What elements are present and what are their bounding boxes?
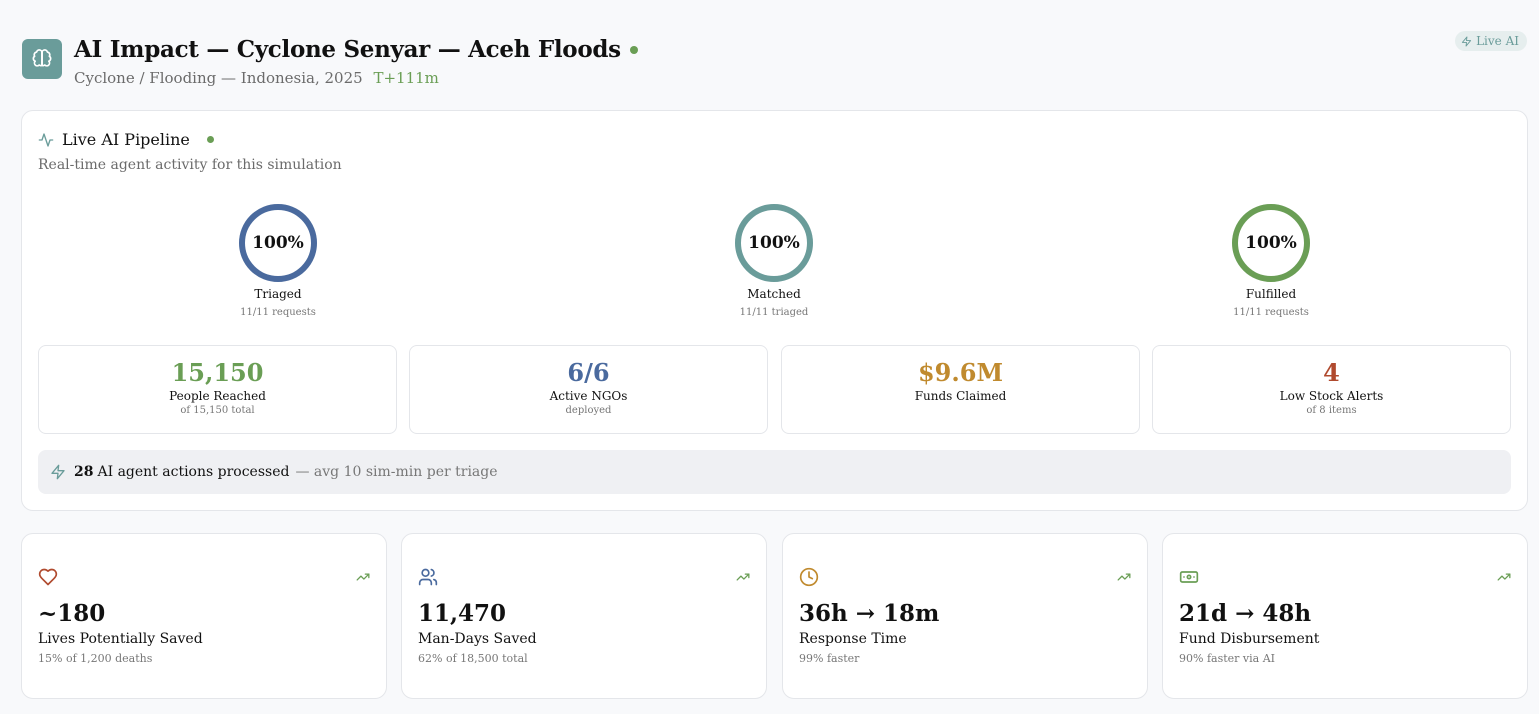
- gauge-fulfilled-sub: 11/11 requests: [1233, 307, 1309, 318]
- live-ai-badge: Live AI: [1455, 31, 1527, 51]
- disaster-descriptor: Cyclone / Flooding — Indonesia, 2025: [74, 69, 363, 87]
- gauge-triaged-sub: 11/11 requests: [240, 307, 316, 318]
- impact-response-label: Response Time: [799, 631, 907, 647]
- impact-lives-value: ~180: [38, 600, 106, 627]
- activity-icon: [38, 132, 54, 147]
- impact-man-days-label: Man-Days Saved: [418, 631, 537, 647]
- clock-icon: [799, 567, 819, 587]
- gauge-fulfilled-label: Fulfilled: [1245, 287, 1297, 301]
- stat-active-ngos: 6/6 Active NGOs deployed: [409, 345, 768, 434]
- stat-funds-claimed-value: $9.6M: [917, 358, 1004, 387]
- heart-icon: [38, 568, 58, 586]
- impact-card-response-time: 36h → 18m Response Time 99% faster: [782, 533, 1148, 699]
- impact-fund-sub: 90% faster via AI: [1179, 652, 1275, 665]
- gauge-fulfilled-percent: 100%: [1245, 233, 1297, 253]
- stat-funds-claimed-label: Funds Claimed: [914, 389, 1007, 403]
- impact-card-lives-saved: ~180 Lives Potentially Saved 15% of 1,20…: [21, 533, 387, 699]
- stat-active-ngos-label: Active NGOs: [549, 389, 628, 403]
- trending-up-icon: [1117, 573, 1131, 581]
- stat-people-reached: 15,150 People Reached of 15,150 total: [38, 345, 397, 434]
- page-header: AI Impact — Cyclone Senyar — Aceh Floods…: [22, 31, 1527, 92]
- stat-people-reached-label: People Reached: [169, 389, 266, 403]
- trending-up-icon: [356, 573, 370, 581]
- stat-low-stock-alerts-value: 4: [1323, 358, 1340, 387]
- gauge-fulfilled: 100% Fulfilled 11/11 requests: [1211, 203, 1331, 318]
- ai-actions-avg: — avg 10 sim-min per triage: [295, 464, 498, 480]
- gauge-fulfilled-arc: [1232, 204, 1310, 282]
- gauge-triaged-label: Triaged: [254, 287, 302, 301]
- users-icon: [418, 568, 438, 586]
- stat-low-stock-alerts-label: Low Stock Alerts: [1279, 389, 1384, 403]
- gauge-matched: 100% Matched 11/11 triaged: [714, 203, 834, 318]
- impact-fund-label: Fund Disbursement: [1179, 631, 1320, 647]
- gauge-matched-arc: [735, 204, 813, 282]
- zap-icon: [51, 464, 65, 480]
- sim-time: T+111m: [373, 69, 439, 87]
- impact-response-sub: 99% faster: [799, 652, 860, 665]
- impact-fund-value: 21d → 48h: [1179, 600, 1312, 627]
- stat-active-ngos-value: 6/6: [567, 358, 610, 387]
- stat-funds-claimed: $9.6M Funds Claimed: [781, 345, 1140, 434]
- ai-actions-summary: 28 AI agent actions processed — avg 10 s…: [38, 450, 1511, 494]
- live-ai-pipeline-panel: Live AI Pipeline Real-time agent activit…: [21, 110, 1528, 511]
- impact-man-days-value: 11,470: [418, 600, 507, 627]
- impact-response-value: 36h → 18m: [799, 600, 940, 627]
- pipeline-live-dot: [206, 136, 214, 143]
- stat-people-reached-value: 15,150: [171, 358, 264, 387]
- gauge-triaged: 100% Triaged 11/11 requests: [218, 203, 338, 318]
- pipeline-subtitle: Real-time agent activity for this simula…: [38, 157, 342, 173]
- impact-lives-sub: 15% of 1,200 deaths: [38, 652, 153, 665]
- ai-actions-text: AI agent actions processed: [97, 464, 290, 480]
- page-subtitle: Cyclone / Flooding — Indonesia, 2025 T+1…: [74, 69, 638, 87]
- gauge-triaged-percent: 100%: [252, 233, 304, 253]
- impact-card-fund-disbursement: 21d → 48h Fund Disbursement 90% faster v…: [1162, 533, 1528, 699]
- trending-up-icon: [736, 573, 750, 581]
- live-ai-badge-label: Live AI: [1476, 34, 1519, 48]
- gauge-matched-label: Matched: [747, 287, 801, 301]
- gauge-matched-percent: 100%: [748, 233, 800, 253]
- impact-lives-label: Lives Potentially Saved: [38, 631, 203, 647]
- gauge-triaged-arc: [239, 204, 317, 282]
- impact-card-man-days: 11,470 Man-Days Saved 62% of 18,500 tota…: [401, 533, 767, 699]
- gauge-matched-sub: 11/11 triaged: [739, 307, 809, 318]
- stat-low-stock-alerts-sub: of 8 items: [1306, 405, 1357, 416]
- pipeline-title: Live AI Pipeline: [62, 130, 190, 149]
- live-status-dot: [629, 45, 638, 54]
- page-title-text: AI Impact — Cyclone Senyar — Aceh Floods: [74, 36, 621, 63]
- stat-active-ngos-sub: deployed: [565, 405, 612, 416]
- stat-low-stock-alerts: 4 Low Stock Alerts of 8 items: [1152, 345, 1511, 434]
- banknote-icon: [1179, 571, 1199, 583]
- trending-up-icon: [1497, 573, 1511, 581]
- ai-actions-count: 28: [74, 464, 94, 480]
- stat-people-reached-sub: of 15,150 total: [180, 405, 255, 416]
- impact-man-days-sub: 62% of 18,500 total: [418, 652, 528, 665]
- zap-icon: [1461, 35, 1472, 47]
- brain-icon: [22, 39, 62, 79]
- page-title: AI Impact — Cyclone Senyar — Aceh Floods: [74, 36, 638, 63]
